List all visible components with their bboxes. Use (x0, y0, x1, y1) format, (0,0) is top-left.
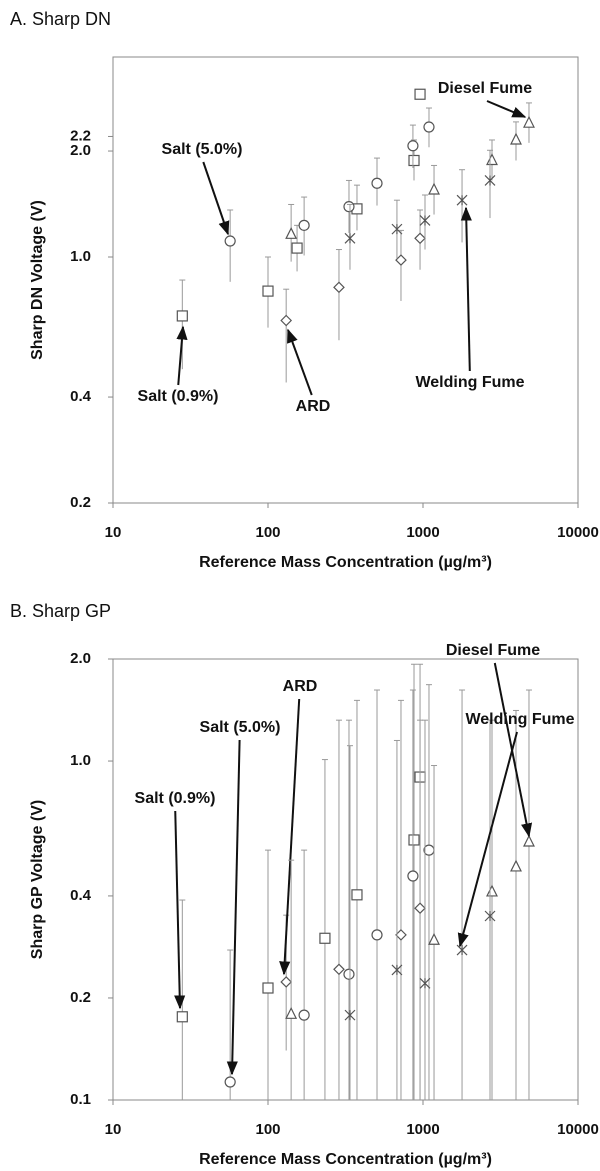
x-tick-label: 10 (105, 524, 122, 541)
marker (344, 1009, 356, 1021)
annotation: ARD (283, 678, 318, 695)
marker (456, 194, 468, 206)
marker (285, 226, 298, 239)
annotation-arrow (202, 161, 230, 236)
x-tick-label: 100 (255, 1121, 280, 1138)
marker (333, 963, 345, 976)
x-tick-label: 10000 (557, 1121, 599, 1138)
marker (224, 235, 236, 247)
annotation-arrow (279, 698, 301, 976)
plot-frame (112, 56, 579, 504)
marker (176, 310, 188, 322)
annotation: Salt (0.9%) (135, 790, 216, 807)
marker (428, 182, 440, 195)
marker (510, 859, 522, 872)
y-tick-label: 0.1 (70, 1091, 91, 1108)
marker (343, 201, 355, 213)
marker (298, 219, 310, 231)
marker (395, 929, 407, 941)
marker (484, 175, 496, 186)
marker (391, 964, 403, 976)
marker (291, 242, 303, 254)
x-tick-label: 10 (105, 1121, 122, 1138)
marker (298, 1009, 310, 1021)
y-tick-label: 2.2 (70, 127, 91, 144)
marker (408, 834, 420, 846)
annotation: Welding Fume (465, 711, 574, 728)
x-axis-label: Reference Mass Concentration (µg/m³) (199, 554, 492, 571)
marker (456, 944, 468, 956)
plot-frame (112, 658, 579, 1101)
marker (280, 976, 293, 988)
y-tick-label: 0.2 (70, 494, 91, 511)
x-tick-label: 1000 (406, 1121, 439, 1138)
marker (344, 232, 356, 244)
annotation-arrow (287, 328, 313, 396)
y-tick-label: 0.2 (70, 989, 91, 1006)
x-tick-label: 10000 (557, 524, 599, 541)
marker (419, 215, 431, 226)
marker (423, 121, 435, 133)
annotation: Welding Fume (415, 374, 524, 391)
x-tick-label: 1000 (406, 524, 439, 541)
marker (285, 1006, 298, 1019)
marker (486, 153, 498, 166)
y-axis-label: Sharp DN Voltage (V) (29, 200, 46, 360)
x-axis-label: Reference Mass Concentration (µg/m³) (199, 1151, 492, 1168)
y-axis-label: Sharp GP Voltage (V) (29, 800, 46, 959)
marker (395, 254, 407, 266)
marker (408, 154, 420, 167)
panel-title: A. Sharp DN (10, 9, 111, 29)
annotation: Salt (0.9%) (138, 388, 219, 405)
marker (523, 834, 535, 847)
annotation-arrow (226, 739, 241, 1076)
marker (486, 884, 498, 897)
marker (224, 1076, 236, 1088)
marker (262, 285, 274, 297)
y-tick-label: 2.0 (70, 650, 91, 667)
marker (428, 932, 440, 945)
marker (523, 115, 535, 128)
annotation: Salt (5.0%) (200, 719, 281, 736)
marker (319, 932, 331, 944)
marker (371, 177, 383, 189)
marker (407, 870, 419, 882)
y-tick-label: 0.4 (70, 388, 92, 405)
marker (414, 232, 426, 245)
marker (391, 223, 403, 235)
marker (407, 140, 419, 152)
marker (510, 132, 522, 145)
annotation-arrow (457, 731, 518, 948)
marker (280, 314, 293, 327)
y-tick-label: 1.0 (70, 752, 91, 769)
annotation: ARD (296, 398, 331, 415)
marker (176, 1011, 188, 1023)
marker (484, 910, 496, 922)
annotation-arrow (176, 325, 188, 386)
annotation-arrow (174, 810, 186, 1010)
annotation: Salt (5.0%) (162, 141, 243, 158)
marker (333, 281, 345, 294)
y-tick-label: 0.4 (70, 887, 92, 904)
panel-title: B. Sharp GP (10, 601, 111, 621)
annotation: Diesel Fume (438, 80, 532, 97)
marker (414, 902, 426, 915)
y-tick-label: 1.0 (70, 248, 91, 265)
marker (262, 982, 274, 994)
x-tick-label: 100 (255, 524, 280, 541)
annotation: Diesel Fume (446, 642, 540, 659)
y-tick-label: 2.0 (70, 142, 91, 159)
annotation-arrow (460, 206, 472, 372)
marker (351, 889, 363, 901)
marker (371, 929, 383, 941)
marker (343, 968, 355, 980)
annotation-arrow (486, 100, 527, 118)
marker (414, 88, 426, 100)
marker (419, 977, 431, 989)
